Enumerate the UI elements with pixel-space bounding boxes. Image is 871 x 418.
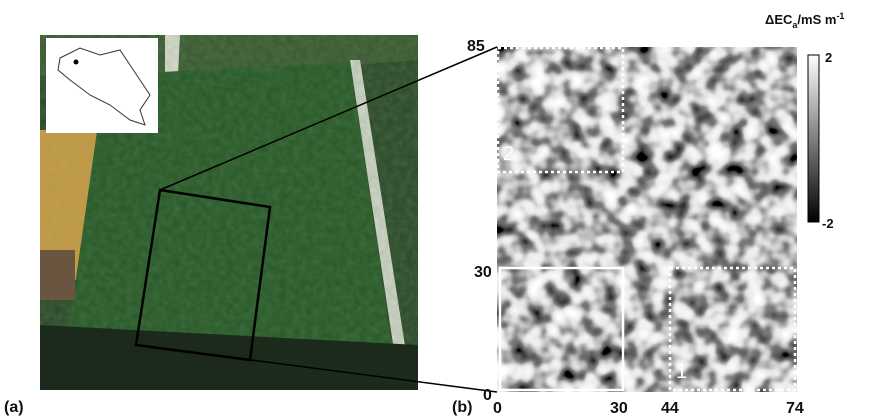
x-tick-label: 0 <box>493 400 502 417</box>
x-tick-label: 74 <box>786 400 804 417</box>
site-marker <box>73 59 79 65</box>
x-tick-label: 30 <box>610 400 628 417</box>
y-tick-label: 0 <box>483 387 492 404</box>
title-unit: /mS m <box>797 12 836 27</box>
region-box <box>496 46 625 174</box>
region-label: 1 <box>676 361 687 383</box>
ec-map <box>497 47 797 392</box>
title-main: ΔEC <box>765 12 793 27</box>
panel-label: (a) <box>4 399 24 416</box>
colorbar <box>807 54 820 223</box>
region-label: 2 <box>503 143 514 165</box>
colorbar-title: ΔECa/mS m-1 <box>765 11 844 30</box>
x-tick-label: 44 <box>661 400 679 417</box>
panel-label: (b) <box>452 399 472 416</box>
title-sup: -1 <box>836 11 844 21</box>
y-tick-label: 85 <box>467 38 485 55</box>
title-sub: a <box>792 20 798 30</box>
reference-box <box>498 266 625 392</box>
inset-map <box>46 38 158 133</box>
zoom-line <box>135 344 498 393</box>
colorbar-tick: -2 <box>822 216 834 231</box>
region-box <box>668 266 797 392</box>
zoom-line <box>159 46 498 191</box>
y-tick-label: 30 <box>474 264 492 281</box>
colorbar-tick: 2 <box>825 50 832 65</box>
belgium-outline <box>57 47 151 126</box>
